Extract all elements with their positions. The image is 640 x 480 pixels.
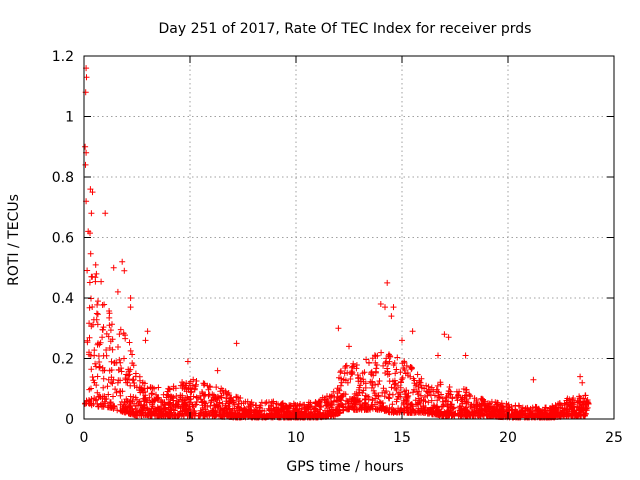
roti-point-markers <box>82 65 586 386</box>
x-tick-label: 20 <box>499 430 517 446</box>
x-tick-label: 5 <box>186 430 195 446</box>
axis-ticks <box>83 55 615 420</box>
y-tick-label: 1.2 <box>52 49 74 65</box>
x-tick-label: 0 <box>80 430 89 446</box>
y-axis-label: ROTI / TECUs <box>6 194 22 286</box>
axis-tick-labels: 0 5 10 15 20 25 0 0.2 0.4 0.6 0.8 1 1.2 <box>52 49 623 446</box>
data-markers <box>82 65 592 421</box>
y-tick-label: 0.4 <box>52 291 74 307</box>
x-tick-label: 10 <box>287 430 305 446</box>
roti-point-markers <box>83 230 586 421</box>
y-tick-label: 0.6 <box>52 231 74 247</box>
roti-point-markers <box>82 308 591 421</box>
y-tick-label: 0.8 <box>52 170 74 186</box>
y-tick-label: 1 <box>65 110 74 126</box>
y-tick-label: 0.2 <box>52 352 74 368</box>
grid-lines <box>84 56 614 419</box>
chart-title: Day 251 of 2017, Rate Of TEC Index for r… <box>159 21 532 37</box>
y-tick-label: 0 <box>65 412 74 428</box>
x-tick-label: 15 <box>393 430 411 446</box>
x-axis-label: GPS time / hours <box>286 459 403 475</box>
x-tick-label: 25 <box>605 430 623 446</box>
